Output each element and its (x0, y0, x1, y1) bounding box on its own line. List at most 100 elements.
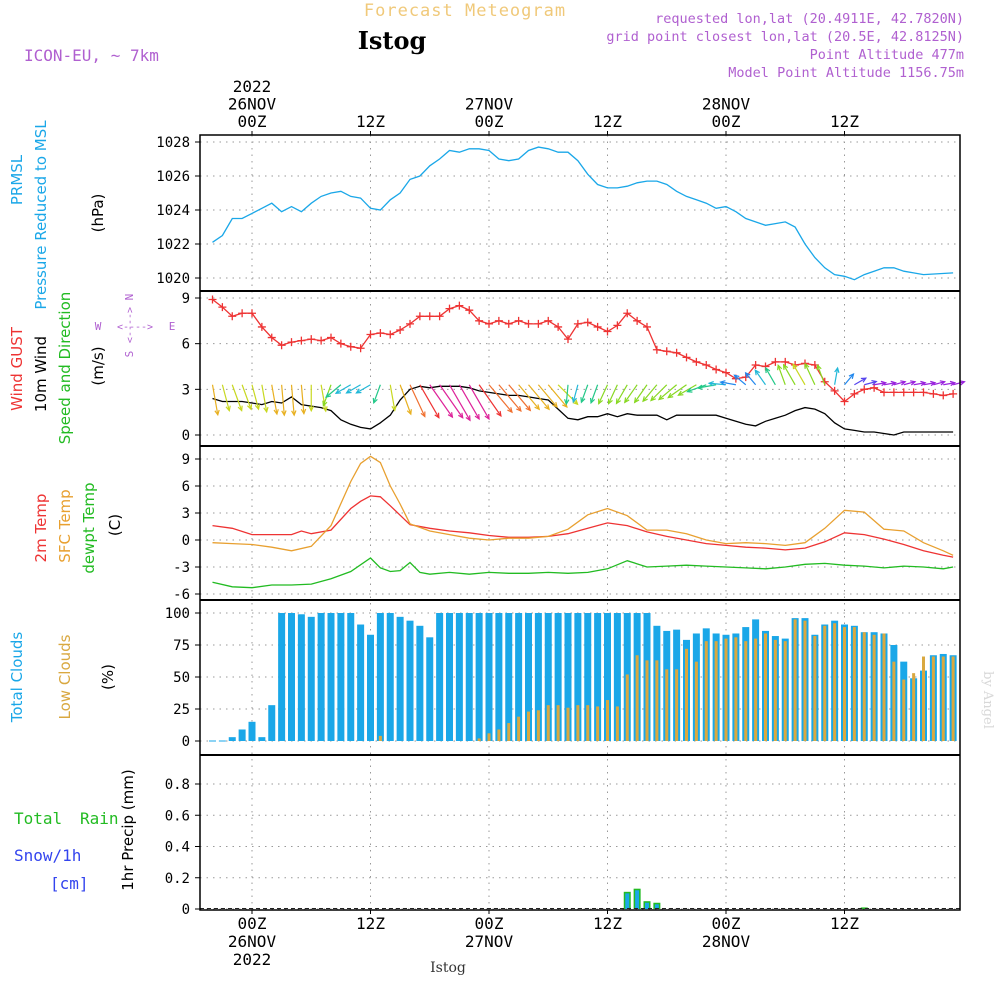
dewpt-label: dewpt Temp (80, 482, 98, 573)
wind-arrow (834, 366, 840, 385)
gust-marker (396, 325, 405, 334)
low-cloud-bar (694, 661, 698, 741)
low-cloud-bar (892, 661, 896, 741)
plot-frame (199, 134, 961, 911)
wind-arrow (231, 384, 243, 412)
y-tick-label: 0 (182, 533, 190, 549)
total-cloud-bar (584, 613, 592, 741)
wind-arrow (300, 384, 307, 416)
gust-marker (662, 347, 671, 356)
gridpoint-coords: grid point closest lon,lat (20.5E, 42.81… (606, 29, 964, 45)
wind-arrow (903, 380, 917, 386)
temp-sfc-line (212, 455, 954, 556)
y-tick-label: 6 (182, 479, 190, 495)
gust-marker (781, 357, 790, 366)
low-clouds-label: Low Clouds (56, 634, 74, 719)
low-cloud-bar (803, 620, 807, 741)
top-time-label: 12Z (593, 112, 622, 131)
low-cloud-bar (497, 729, 501, 741)
gust-marker (643, 322, 651, 331)
bottom-time-label: 00Z (238, 914, 267, 933)
gust-marker (248, 309, 256, 318)
low-cloud-bar (655, 660, 659, 741)
low-cloud-bar (675, 669, 679, 741)
wind-arrow (589, 384, 599, 405)
gust-marker (909, 388, 918, 397)
gust-marker (702, 360, 711, 369)
low-cloud-bar (922, 656, 925, 741)
precip-rain-bar (625, 893, 630, 909)
low-cloud-bar (734, 637, 738, 741)
wind-arrow (537, 384, 558, 409)
total-cloud-bar (248, 721, 256, 741)
low-cloud-bar (773, 639, 777, 741)
wind-arrow (563, 384, 570, 406)
wind-arrow (498, 384, 522, 413)
wind-arrow (633, 384, 648, 404)
bottom-time-label: 28NOV (702, 932, 751, 951)
wind-arrow (271, 384, 279, 416)
compass-ns-arrow: <----> (125, 307, 136, 343)
model-altitude: Model Point Altitude 1156.75m (728, 65, 964, 81)
total-cloud-bar (367, 634, 374, 741)
gust-marker (919, 388, 928, 397)
low-cloud-bar (536, 710, 540, 741)
wind-arrow (893, 380, 907, 386)
low-cloud-bar (951, 656, 955, 741)
wind-arrow (429, 384, 454, 419)
low-cloud-bar (596, 706, 600, 741)
y-tick-label: 1028 (156, 135, 190, 151)
low-cloud-bar (645, 660, 649, 741)
grid (200, 135, 960, 910)
gust-marker (386, 330, 395, 339)
wind-arrow (733, 374, 747, 386)
low-cloud-bar (941, 656, 945, 741)
wind-arrow (883, 380, 897, 387)
total-cloud-bar (554, 613, 562, 741)
gust-marker (623, 309, 632, 318)
wind-arrow (345, 384, 361, 394)
gust-marker (613, 321, 622, 330)
y-tick-label: 6 (182, 337, 190, 353)
wind-gust-label: Wind GUST (8, 326, 26, 411)
gust-marker (564, 335, 572, 344)
wind-arrow (754, 369, 766, 386)
low-cloud-bar (507, 723, 511, 741)
y-tick-label: 0.2 (165, 871, 190, 887)
total-cloud-bar (455, 613, 463, 741)
gust-marker (524, 319, 533, 328)
gust-marker (307, 335, 316, 344)
gust-marker (583, 318, 592, 327)
gust-marker (544, 316, 553, 325)
wind-arrow (281, 384, 287, 417)
chart-title: Forecast Meteogram (364, 1, 566, 21)
gust-marker (593, 322, 602, 331)
low-cloud-bar (912, 673, 916, 741)
wind-arrow (389, 384, 397, 412)
low-cloud-bar (872, 634, 876, 741)
point-altitude: Point Altitude 477m (810, 47, 964, 63)
wind-arrow (261, 384, 269, 414)
compass-s: S (123, 351, 136, 358)
gust-marker (366, 330, 375, 339)
total-cloud-bar (495, 613, 503, 741)
gust-marker (573, 319, 582, 328)
low-cloud-bar (852, 627, 856, 741)
gust-marker (257, 322, 266, 331)
gust-marker (277, 341, 286, 350)
y-tick-label: 0.6 (165, 808, 190, 824)
y-tick-label: -3 (173, 560, 190, 576)
low-cloud-bar (823, 625, 827, 741)
wind-speed-line (212, 385, 954, 436)
gust-marker (465, 306, 474, 315)
y-tick-label: 1026 (156, 169, 190, 185)
wind-arrow (325, 384, 342, 399)
top-time-label: 12Z (830, 112, 859, 131)
wind-arrow (528, 384, 550, 411)
low-cloud-bar (882, 633, 886, 741)
compass-n: N (123, 294, 136, 301)
wind-arrow (355, 384, 371, 394)
wind-arrow (448, 384, 471, 422)
precip-rain-bar (635, 890, 640, 909)
low-cloud-bar (704, 641, 708, 741)
